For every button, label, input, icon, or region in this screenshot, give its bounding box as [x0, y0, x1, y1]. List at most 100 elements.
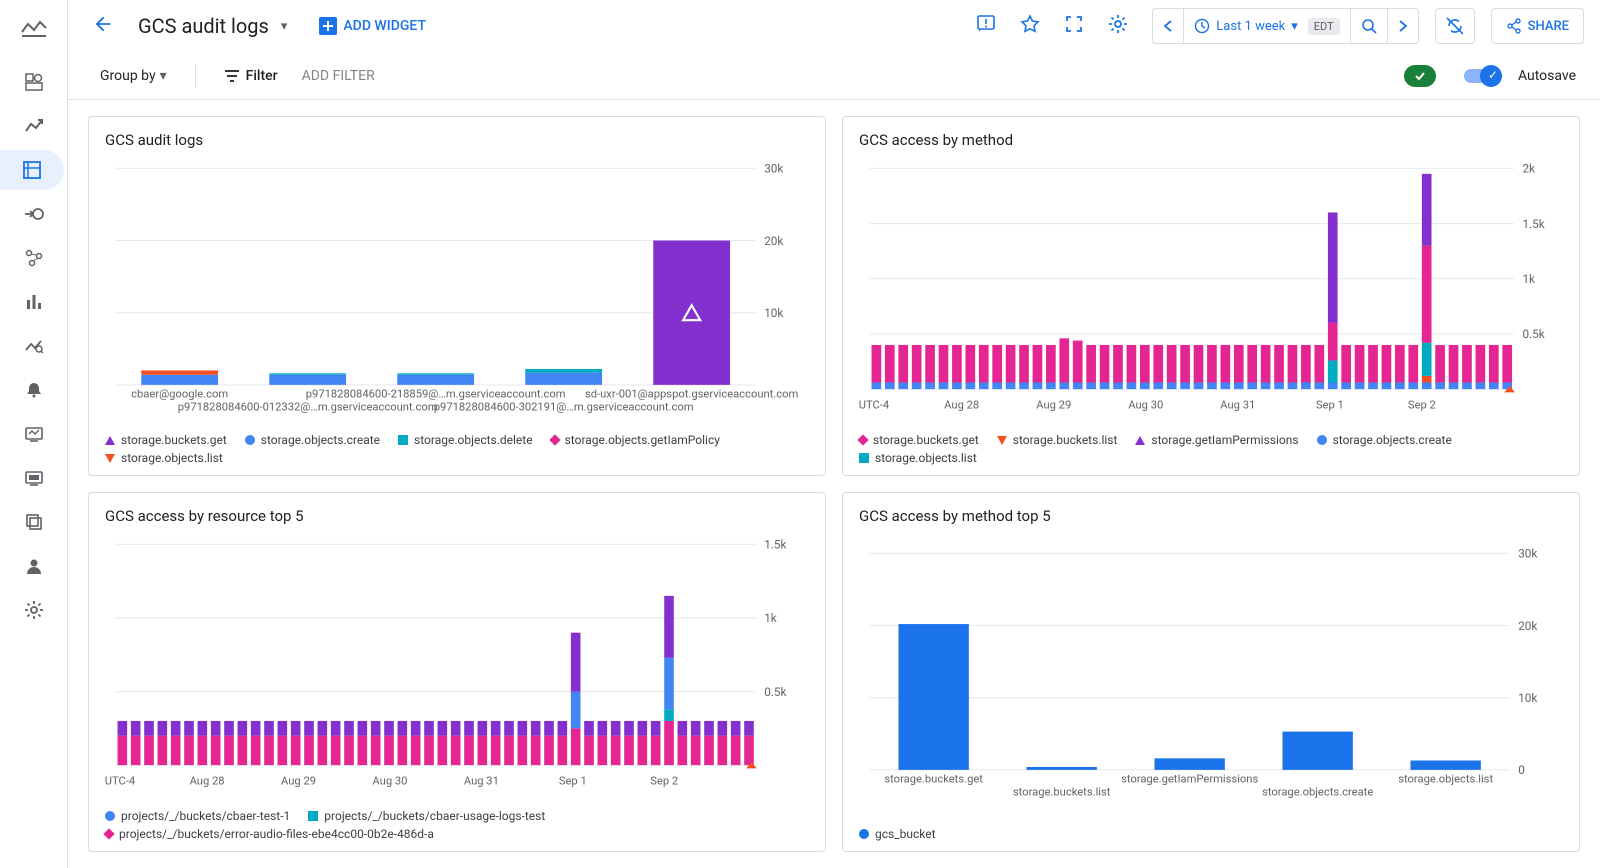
- card-title: GCS access by method top 5: [859, 507, 1563, 525]
- add-widget-label: ADD WIDGET: [343, 18, 426, 34]
- time-prev-button[interactable]: [1153, 9, 1184, 43]
- svg-text:0.5k: 0.5k: [764, 685, 786, 699]
- legend-c4: gcs_bucket: [859, 827, 1563, 841]
- svg-text:Aug 31: Aug 31: [1220, 398, 1255, 411]
- time-next-button[interactable]: [1388, 9, 1418, 43]
- nav-item-user[interactable]: [10, 546, 58, 586]
- nav-item-overview[interactable]: [10, 62, 58, 102]
- svg-text:1.5k: 1.5k: [764, 538, 786, 552]
- svg-text:Aug 29: Aug 29: [281, 774, 316, 787]
- svg-text:0: 0: [1518, 763, 1525, 777]
- time-range-button[interactable]: Last 1 week ▾ EDT: [1184, 9, 1350, 43]
- svg-text:Aug 28: Aug 28: [944, 398, 979, 411]
- time-zoom-button[interactable]: [1351, 9, 1388, 43]
- add-filter-button[interactable]: ADD FILTER: [302, 68, 375, 84]
- filter-icon: [224, 69, 240, 83]
- svg-text:p971828084600-012332@…m.gservi: p971828084600-012332@…m.gserviceaccount.…: [178, 400, 438, 413]
- svg-text:Sep 2: Sep 2: [650, 774, 678, 787]
- sidebar: [0, 0, 68, 868]
- legend-c2: storage.buckets.getstorage.buckets.lists…: [859, 433, 1563, 465]
- svg-text:sd-uxr-001@appspot.gserviceacc: sd-uxr-001@appspot.gserviceaccount.com: [585, 388, 799, 401]
- back-button[interactable]: [84, 5, 122, 47]
- svg-text:storage.buckets.get: storage.buckets.get: [884, 773, 983, 786]
- page-title: GCS audit logs: [138, 14, 269, 38]
- nav-item-uptime[interactable]: [10, 414, 58, 454]
- add-widget-button[interactable]: ADD WIDGET: [319, 17, 426, 35]
- nav-item-integrations[interactable]: [10, 194, 58, 234]
- nav-item-services[interactable]: [10, 238, 58, 278]
- svg-text:30k: 30k: [1518, 547, 1537, 561]
- nav-item-alerting[interactable]: [10, 370, 58, 410]
- feedback-icon[interactable]: [968, 6, 1004, 46]
- svg-text:cbaer@google.com: cbaer@google.com: [131, 388, 228, 401]
- svg-text:storage.buckets.list: storage.buckets.list: [1013, 785, 1111, 798]
- svg-text:2k: 2k: [1522, 162, 1535, 176]
- autosave-toggle[interactable]: ✓: [1464, 69, 1500, 83]
- svg-text:UTC-4: UTC-4: [105, 774, 136, 787]
- group-by-dropdown[interactable]: Group by▾: [92, 62, 175, 90]
- share-label: SHARE: [1528, 19, 1569, 34]
- svg-text:storage.getIamPermissions: storage.getIamPermissions: [1121, 773, 1258, 786]
- star-icon[interactable]: [1012, 6, 1048, 46]
- title-dropdown-icon[interactable]: ▾: [281, 19, 288, 34]
- chart-card-gcs-audit-logs: GCS audit logs 10k 20k 30k cbaer@google.com…: [88, 116, 826, 476]
- chart-card-gcs-access-by-resource-top-5: GCS access by resource top 5 0.5k 1k 1.5k U…: [88, 492, 826, 852]
- timezone-badge: EDT: [1308, 18, 1340, 35]
- time-range-picker: Last 1 week ▾ EDT: [1152, 8, 1418, 44]
- chart-c2: 0.5k1k1.5k2kUTC-4Aug 28Aug 29Aug 30Aug 3…: [859, 155, 1563, 427]
- svg-text:0.5k: 0.5k: [1522, 327, 1544, 341]
- svg-text:storage.objects.create: storage.objects.create: [1262, 785, 1373, 798]
- svg-text:Aug 30: Aug 30: [372, 774, 407, 787]
- plus-icon: [319, 17, 337, 35]
- nav-item-synthetic[interactable]: [10, 458, 58, 498]
- card-title: GCS access by method: [859, 131, 1563, 149]
- legend-c1: storage.buckets.getstorage.objects.creat…: [105, 433, 809, 465]
- topbar: GCS audit logs ▾ ADD WIDGET Last 1 week …: [68, 0, 1600, 52]
- dashboard-grid: GCS audit logs 10k 20k 30k cbaer@google.com…: [68, 100, 1600, 868]
- chart-card-gcs-access-by-method: GCS access by method 0.5k1k1.5k2kUTC-4Au…: [842, 116, 1580, 476]
- svg-text:p971828084600-218859@…m.gservi: p971828084600-218859@…m.gserviceaccount.…: [306, 388, 566, 401]
- auto-refresh-button[interactable]: [1435, 8, 1475, 44]
- svg-text:1k: 1k: [1522, 272, 1535, 286]
- svg-text:20k: 20k: [764, 234, 783, 248]
- svg-text:Aug 31: Aug 31: [464, 774, 499, 787]
- svg-text:Sep 2: Sep 2: [1408, 398, 1436, 411]
- svg-text:Sep 1: Sep 1: [1316, 398, 1344, 411]
- fullscreen-icon[interactable]: [1056, 6, 1092, 46]
- share-button[interactable]: SHARE: [1491, 8, 1584, 44]
- legend-c3: projects/_/buckets/cbaer-test-1projects/…: [105, 809, 809, 841]
- svg-text:1k: 1k: [764, 611, 777, 625]
- time-range-label: Last 1 week: [1216, 19, 1285, 34]
- status-ok-badge: [1404, 65, 1436, 87]
- svg-text:10k: 10k: [1518, 691, 1537, 705]
- nav-item-metrics[interactable]: [10, 106, 58, 146]
- svg-text:Sep 1: Sep 1: [559, 774, 587, 787]
- clock-icon: [1194, 18, 1210, 34]
- card-title: GCS access by resource top 5: [105, 507, 809, 525]
- chart-card-gcs-access-by-method-top-5: GCS access by method top 5 0 10k 20k 30k sto…: [842, 492, 1580, 852]
- share-icon: [1506, 18, 1522, 34]
- svg-text:10k: 10k: [764, 306, 783, 320]
- chart-c3: 0.5k 1k 1.5k UTC-4 Aug 28 Aug 29 Aug 30 Aug 31 S…: [105, 531, 809, 803]
- chart-c4: 0 10k 20k 30k storage.buckets.get storage.get…: [859, 531, 1563, 821]
- svg-text:1.5k: 1.5k: [1522, 217, 1544, 231]
- svg-text:storage.objects.list: storage.objects.list: [1398, 773, 1493, 786]
- gear-icon[interactable]: [1100, 6, 1136, 46]
- svg-text:p971828084600-302191@…m.gservi: p971828084600-302191@…m.gserviceaccount.…: [434, 400, 694, 413]
- nav-item-bars[interactable]: [10, 282, 58, 322]
- filter-bar: Group by▾ Filter ADD FILTER ✓ Autosave: [68, 52, 1600, 100]
- autosave-label: Autosave: [1518, 68, 1576, 84]
- chart-c1: 10k 20k 30k cbaer@google.com p971828084600-2…: [105, 155, 809, 427]
- card-title: GCS audit logs: [105, 131, 809, 149]
- nav-item-dashboards[interactable]: [0, 150, 64, 190]
- svg-text:Aug 29: Aug 29: [1036, 398, 1071, 411]
- svg-text:Aug 30: Aug 30: [1128, 398, 1163, 411]
- nav-item-groups[interactable]: [10, 502, 58, 542]
- product-logo: [14, 8, 54, 48]
- svg-text:Aug 28: Aug 28: [190, 774, 225, 787]
- nav-item-explore[interactable]: [10, 326, 58, 366]
- nav-item-settings[interactable]: [10, 590, 58, 630]
- svg-text:20k: 20k: [1518, 619, 1537, 633]
- filter-button[interactable]: Filter: [216, 62, 286, 90]
- svg-text:30k: 30k: [764, 162, 783, 176]
